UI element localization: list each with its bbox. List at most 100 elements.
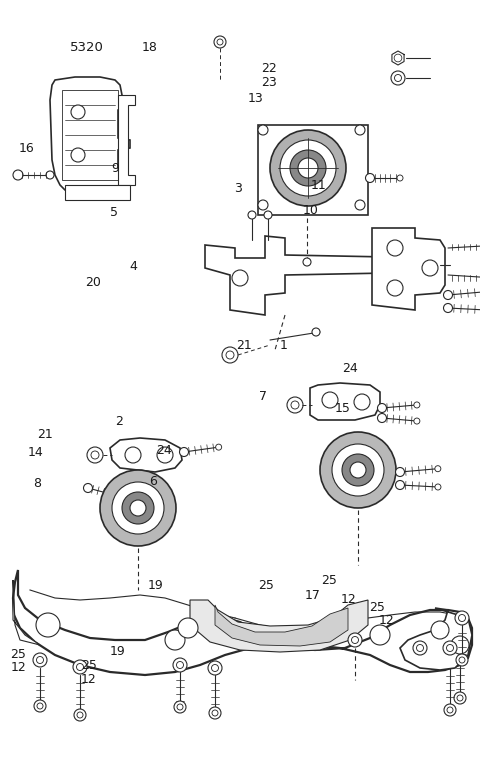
Circle shape (112, 482, 164, 534)
Circle shape (346, 458, 370, 482)
Text: 8: 8 (33, 478, 41, 490)
Circle shape (290, 150, 326, 186)
Circle shape (276, 136, 340, 200)
Text: 25: 25 (369, 601, 384, 614)
Circle shape (212, 665, 218, 672)
Circle shape (456, 654, 468, 666)
Circle shape (348, 633, 362, 647)
Circle shape (303, 258, 311, 266)
Circle shape (100, 470, 176, 546)
Text: 18: 18 (142, 42, 157, 54)
Circle shape (351, 636, 359, 643)
Circle shape (395, 74, 401, 81)
Circle shape (396, 467, 405, 477)
Circle shape (217, 39, 223, 45)
Circle shape (258, 200, 268, 210)
Text: 2: 2 (115, 416, 123, 428)
Polygon shape (215, 605, 348, 646)
Text: 24: 24 (342, 362, 358, 375)
Circle shape (443, 641, 457, 655)
Circle shape (447, 707, 453, 713)
Circle shape (91, 451, 99, 459)
Text: 14: 14 (28, 446, 44, 458)
Circle shape (355, 125, 365, 135)
Circle shape (387, 240, 403, 256)
Circle shape (444, 290, 453, 300)
Text: 10: 10 (302, 204, 318, 217)
Circle shape (222, 347, 238, 363)
Polygon shape (258, 125, 368, 215)
Circle shape (455, 611, 469, 625)
Polygon shape (372, 228, 445, 310)
Text: 25: 25 (11, 648, 26, 660)
Circle shape (174, 701, 186, 713)
Circle shape (287, 397, 303, 413)
Polygon shape (310, 383, 380, 420)
Circle shape (459, 657, 465, 663)
Text: 20: 20 (85, 276, 101, 289)
Text: 25: 25 (81, 659, 96, 672)
Circle shape (417, 645, 423, 652)
Circle shape (264, 211, 272, 219)
Circle shape (291, 401, 299, 409)
Polygon shape (50, 77, 130, 198)
Circle shape (288, 148, 328, 188)
Polygon shape (205, 236, 440, 315)
Text: 12: 12 (341, 594, 357, 606)
Circle shape (446, 645, 454, 652)
Circle shape (320, 432, 396, 508)
Circle shape (116, 493, 122, 499)
Circle shape (258, 125, 268, 135)
Circle shape (328, 440, 388, 500)
Circle shape (71, 148, 85, 162)
Circle shape (13, 170, 23, 180)
Text: 3: 3 (234, 183, 242, 195)
Circle shape (157, 447, 173, 463)
Circle shape (34, 700, 46, 712)
Circle shape (431, 621, 449, 639)
Circle shape (396, 481, 405, 489)
Circle shape (71, 105, 85, 119)
Text: 1: 1 (279, 339, 287, 351)
Circle shape (444, 303, 453, 313)
Circle shape (377, 413, 386, 423)
Polygon shape (110, 438, 182, 472)
Circle shape (365, 173, 374, 183)
Text: 4: 4 (130, 260, 137, 272)
Circle shape (36, 656, 44, 663)
Circle shape (322, 392, 338, 408)
Circle shape (76, 663, 84, 670)
Circle shape (177, 662, 183, 669)
Circle shape (296, 156, 320, 180)
Polygon shape (400, 608, 472, 670)
Text: 12: 12 (11, 661, 26, 673)
Text: 16: 16 (18, 142, 34, 155)
Text: 21: 21 (236, 339, 252, 351)
Text: 25: 25 (258, 579, 274, 591)
Circle shape (177, 704, 183, 710)
Circle shape (397, 175, 403, 181)
Text: 12: 12 (378, 615, 394, 627)
Circle shape (377, 403, 386, 413)
Circle shape (46, 171, 54, 179)
Circle shape (354, 394, 370, 410)
Circle shape (280, 140, 336, 196)
Circle shape (108, 478, 168, 538)
Polygon shape (13, 580, 40, 645)
Circle shape (77, 712, 83, 718)
Text: 6: 6 (149, 475, 156, 488)
Circle shape (209, 707, 221, 719)
Circle shape (458, 615, 466, 622)
Circle shape (422, 260, 438, 276)
Circle shape (454, 692, 466, 704)
Circle shape (387, 280, 403, 296)
Circle shape (165, 630, 185, 650)
Text: 7: 7 (259, 390, 267, 402)
Circle shape (248, 211, 256, 219)
Text: 19: 19 (148, 579, 164, 591)
Text: 11: 11 (311, 180, 327, 192)
Circle shape (208, 661, 222, 675)
Circle shape (36, 613, 60, 637)
Circle shape (444, 704, 456, 716)
Circle shape (216, 444, 222, 450)
